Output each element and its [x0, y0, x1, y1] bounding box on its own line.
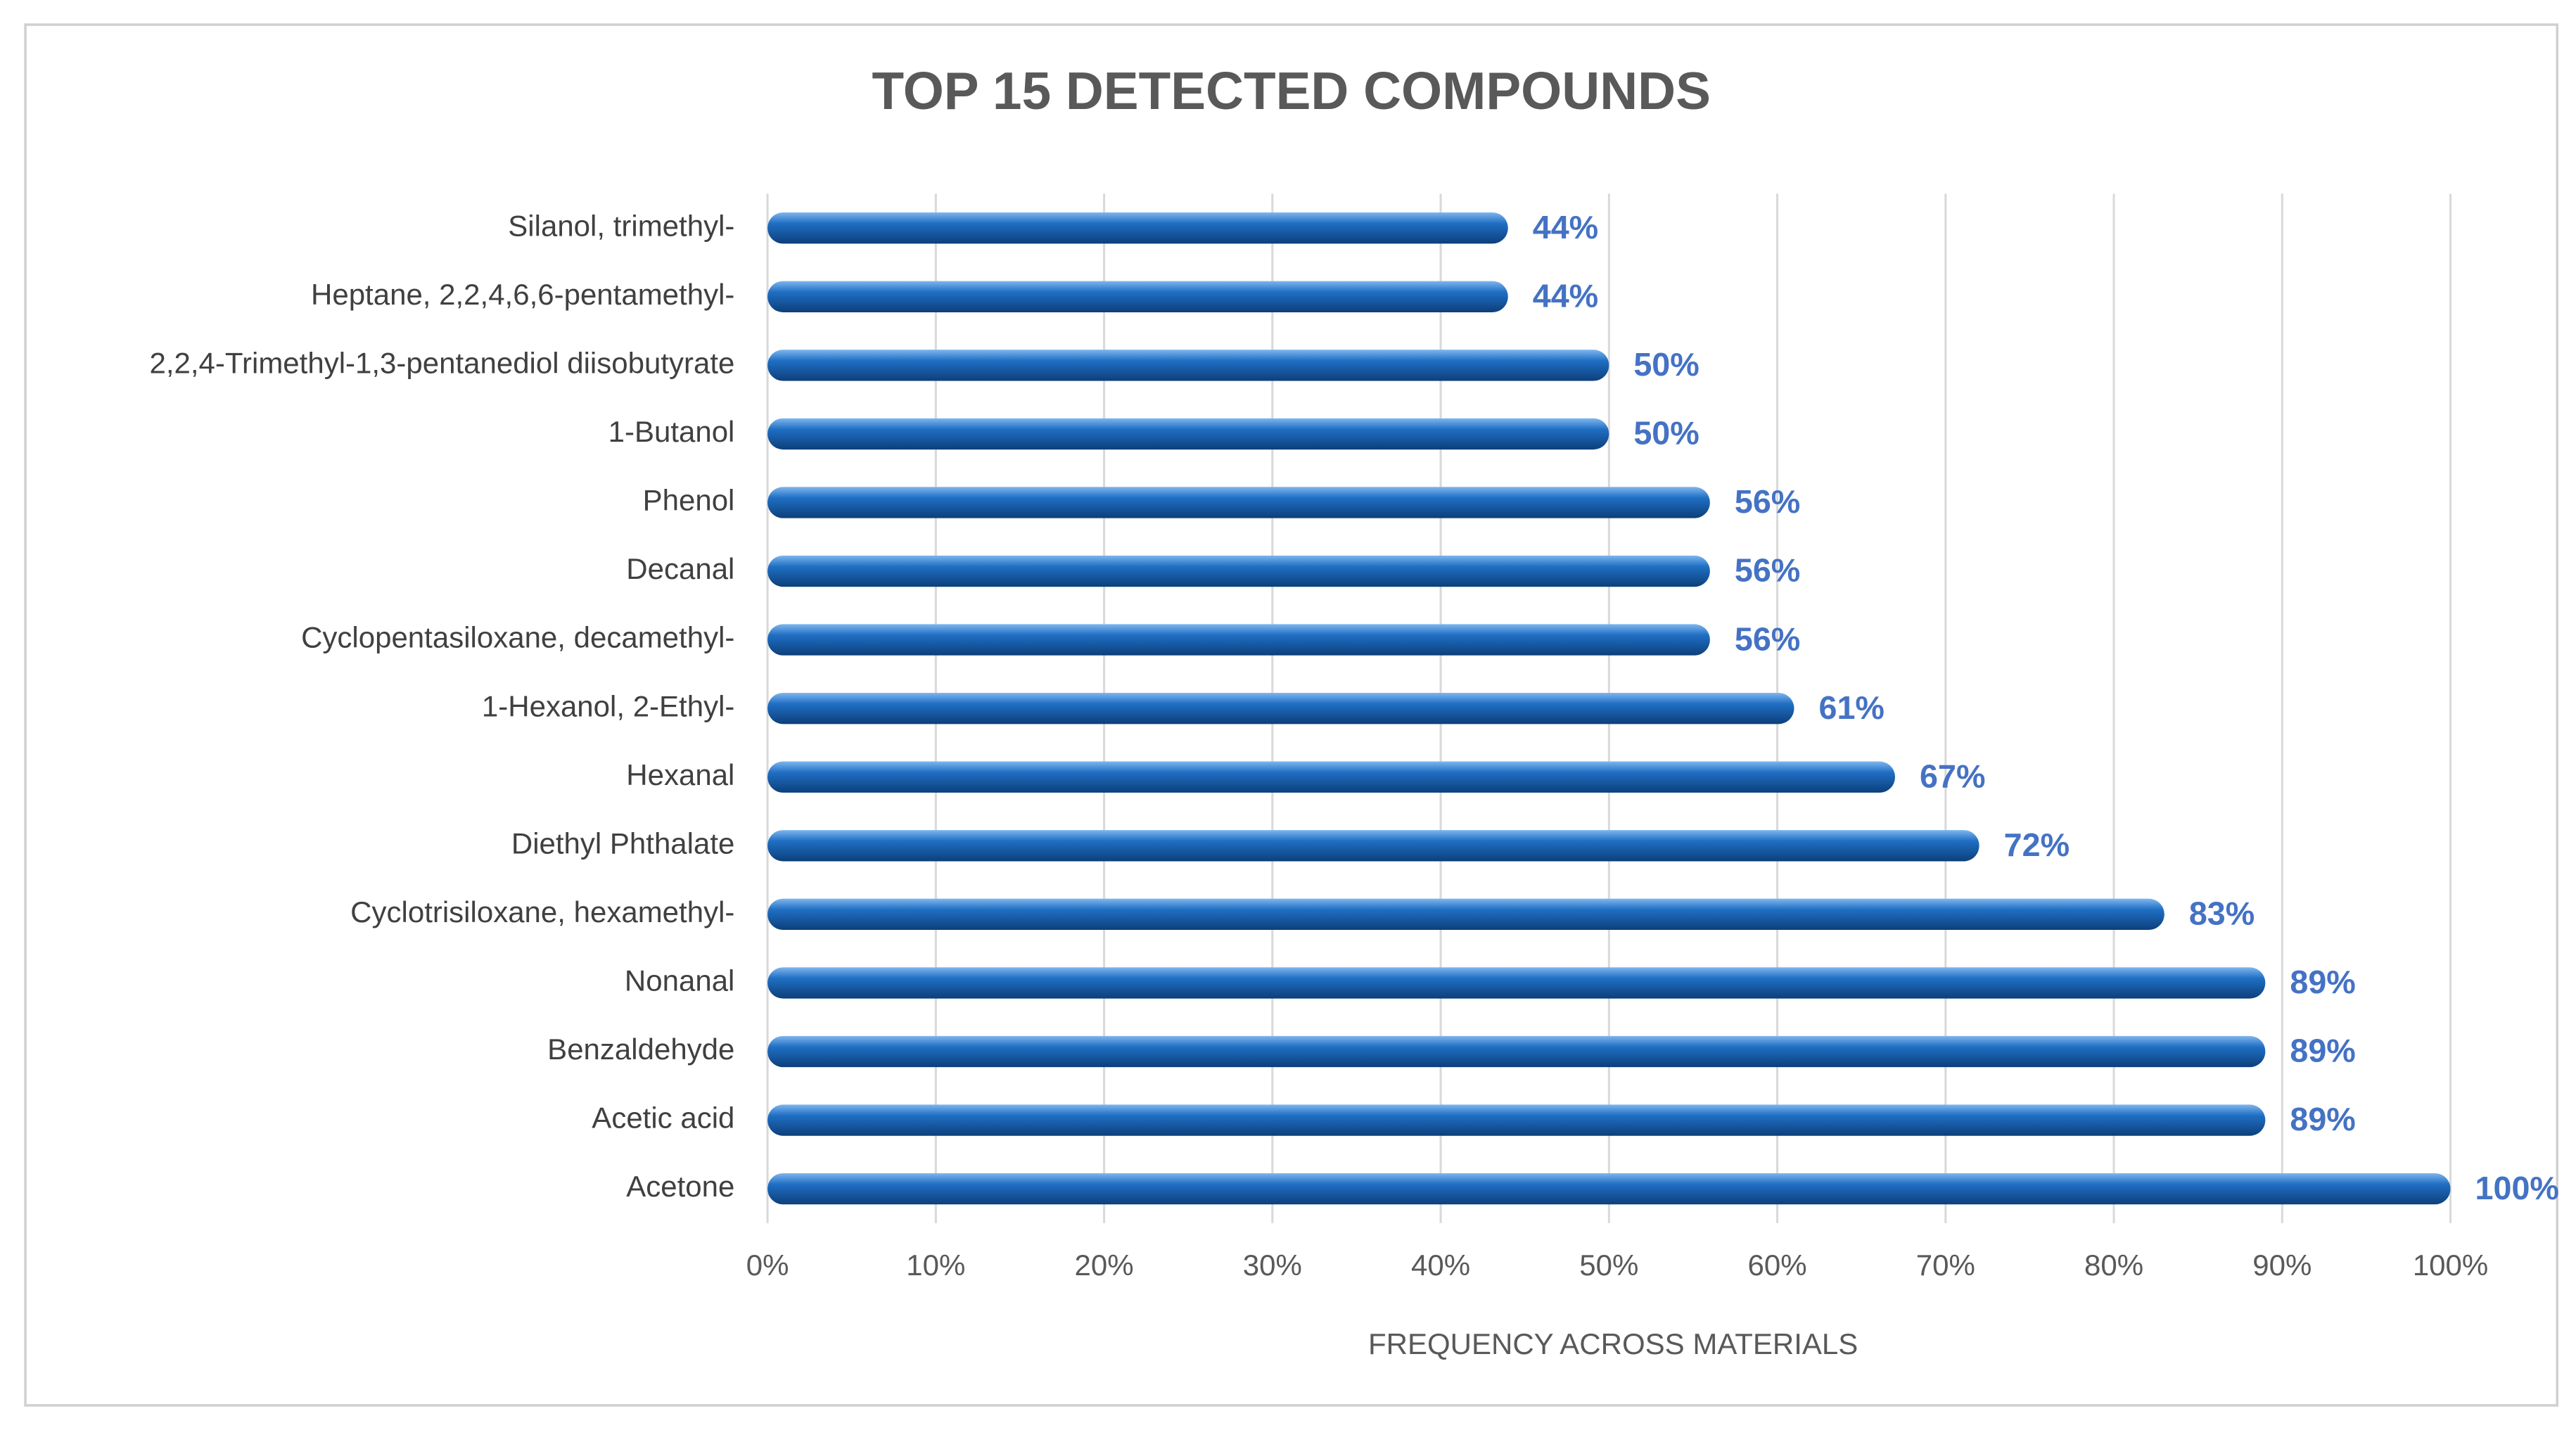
data-label: 72% — [2004, 826, 2070, 863]
bar — [767, 1104, 2266, 1136]
bar — [767, 624, 1710, 656]
y-tick-label: 2,2,4-Trimethyl-1,3-pentanediol diisobut… — [150, 346, 735, 379]
bar — [767, 830, 1979, 862]
data-label: 56% — [1735, 552, 1800, 589]
bar — [767, 350, 1609, 381]
data-label: 44% — [1533, 209, 1598, 245]
x-axis-title: FREQUENCY ACROSS MATERIALS — [1368, 1327, 1858, 1360]
bar — [767, 967, 2266, 999]
data-label: 83% — [2189, 895, 2255, 932]
y-tick-label: 1-Butanol — [608, 415, 735, 448]
data-label: 89% — [2290, 1033, 2355, 1069]
x-tick-label: 70% — [1916, 1249, 1975, 1282]
data-label: 50% — [1633, 415, 1699, 452]
bar — [767, 555, 1710, 587]
x-tick-label: 90% — [2252, 1249, 2312, 1282]
bar — [767, 1173, 2451, 1205]
data-label: 89% — [2290, 1101, 2355, 1137]
y-tick-label: Heptane, 2,2,4,6,6-pentamethyl- — [311, 278, 734, 311]
x-tick-label: 30% — [1243, 1249, 1302, 1282]
y-tick-label: Acetone — [626, 1170, 734, 1203]
data-label: 89% — [2290, 964, 2355, 1000]
y-tick-label: Hexanal — [626, 758, 734, 791]
data-label: 61% — [1818, 689, 1884, 726]
x-tick-label: 20% — [1075, 1249, 1134, 1282]
y-tick-label: Cyclopentasiloxane, decamethyl- — [301, 621, 734, 654]
y-tick-label: 1-Hexanol, 2-Ethyl- — [482, 689, 734, 722]
data-label: 100% — [2475, 1170, 2559, 1206]
x-tick-label: 40% — [1411, 1249, 1470, 1282]
y-tick-label: Silanol, trimethyl- — [508, 209, 734, 242]
y-tick-label: Cyclotrisiloxane, hexamethyl- — [350, 895, 734, 928]
x-tick-label: 50% — [1579, 1249, 1638, 1282]
bar — [767, 281, 1508, 312]
bar — [767, 692, 1794, 724]
x-tick-label: 80% — [2084, 1249, 2143, 1282]
y-tick-label: Benzaldehyde — [547, 1033, 734, 1066]
x-tick-label: 0% — [746, 1249, 789, 1282]
y-tick-label: Phenol — [643, 484, 735, 517]
bar — [767, 487, 1710, 518]
bar — [767, 898, 2164, 931]
x-tick-label: 100% — [2413, 1249, 2488, 1282]
x-tick-label: 10% — [906, 1249, 965, 1282]
y-tick-label: Nonanal — [625, 964, 734, 997]
data-label: 56% — [1735, 620, 1800, 657]
bar — [767, 418, 1609, 450]
data-label: 56% — [1735, 483, 1800, 520]
x-tick-label: 60% — [1748, 1249, 1807, 1282]
chart-title: TOP 15 DETECTED COMPOUNDS — [872, 61, 1710, 120]
y-tick-label: Decanal — [626, 552, 734, 585]
y-tick-label: Acetic acid — [592, 1102, 734, 1135]
data-label: 44% — [1533, 277, 1598, 314]
bar — [767, 1035, 2266, 1068]
bar — [767, 212, 1508, 244]
bar — [767, 761, 1896, 793]
y-tick-label: Diethyl Phthalate — [511, 826, 735, 860]
data-label: 50% — [1633, 346, 1699, 383]
data-label: 67% — [1920, 758, 1985, 794]
